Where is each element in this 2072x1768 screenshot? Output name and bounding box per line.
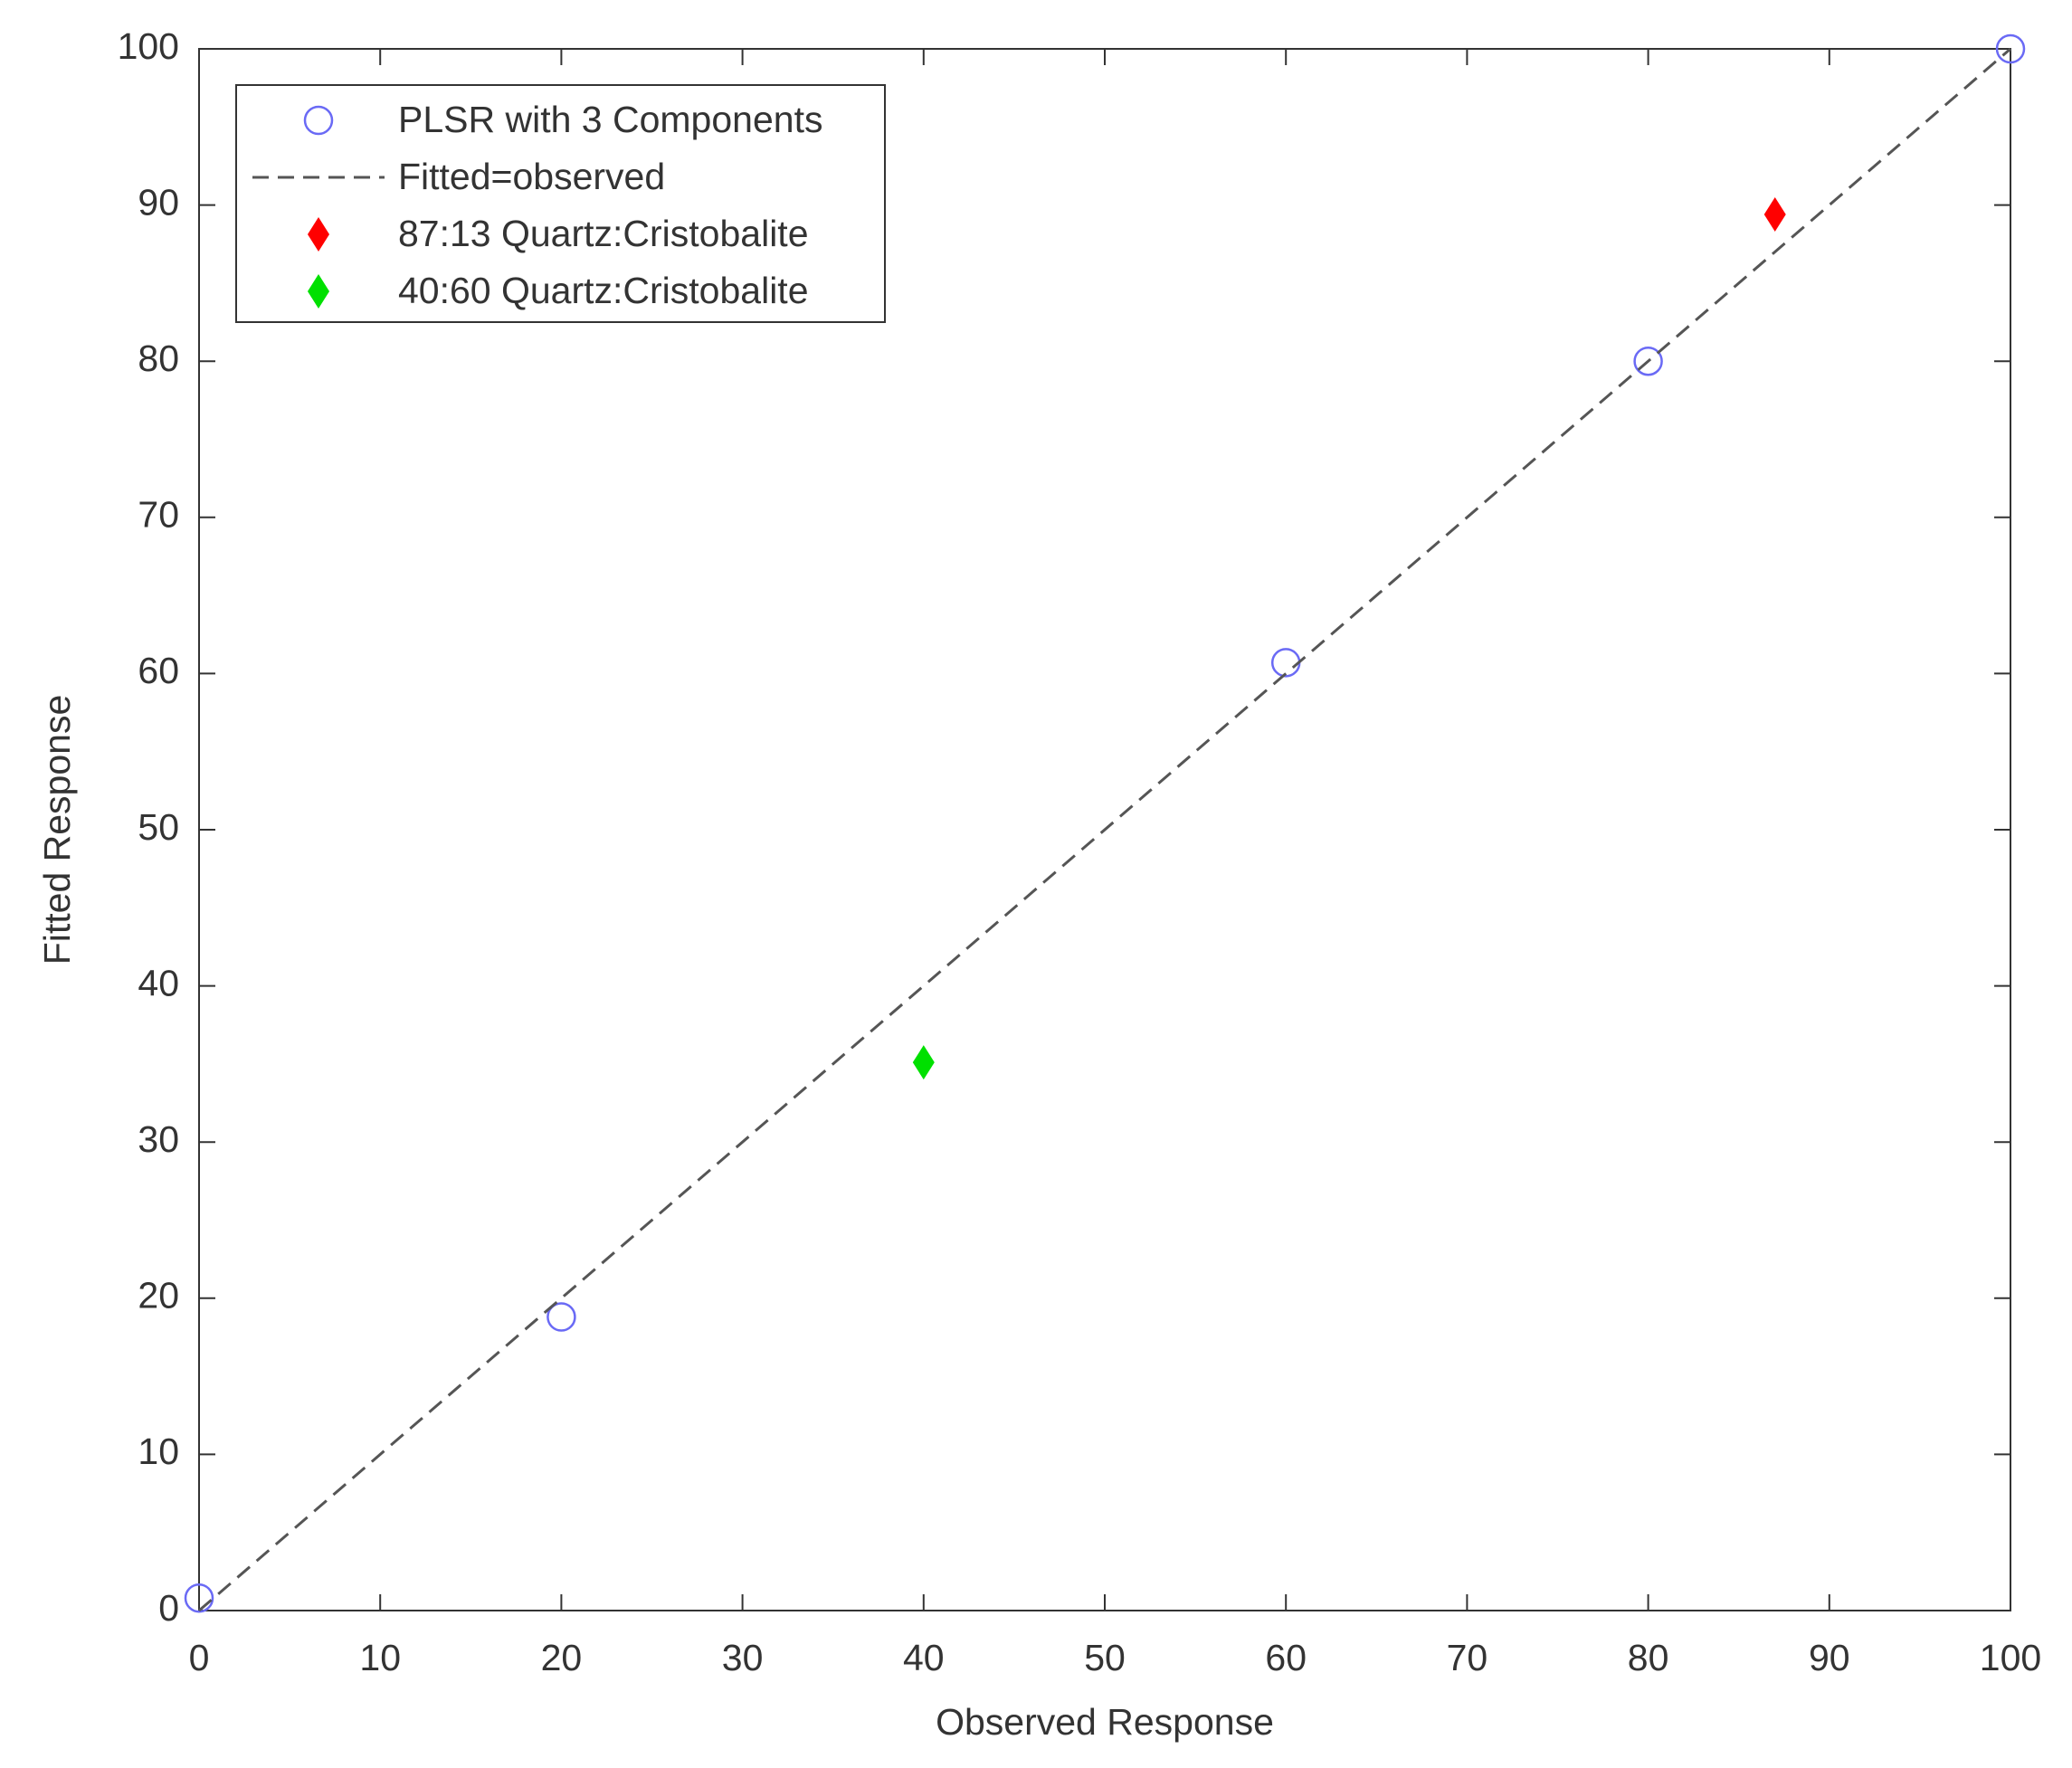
y-tick-label: 10 [138, 1431, 179, 1472]
x-tick-label: 0 [189, 1637, 210, 1678]
data-point [1633, 346, 1663, 376]
legend-label: 40:60 Quartz:Cristobalite [398, 270, 809, 311]
data-point [912, 1045, 935, 1080]
x-tick-label: 30 [722, 1637, 764, 1678]
data-point [547, 1302, 576, 1332]
x-tick-label: 90 [1809, 1637, 1850, 1678]
y-tick-label: 100 [118, 25, 179, 67]
legend-label: Fitted=observed [398, 156, 665, 197]
legend-label: 87:13 Quartz:Cristobalite [398, 213, 809, 254]
legend-marker [303, 105, 334, 136]
fit-line [198, 47, 2011, 1612]
x-tick-label: 70 [1447, 1637, 1488, 1678]
y-tick-label: 0 [158, 1587, 179, 1629]
data-point [1763, 196, 1786, 232]
y-tick-label: 40 [138, 962, 179, 1003]
y-tick-label: 60 [138, 650, 179, 691]
y-tick-label: 50 [138, 806, 179, 848]
x-tick-label: 100 [1980, 1637, 2041, 1678]
y-tick-label: 20 [138, 1275, 179, 1316]
y-tick-label: 80 [138, 337, 179, 379]
x-tick-label: 60 [1265, 1637, 1307, 1678]
y-tick-label: 90 [138, 181, 179, 223]
x-axis-title: Observed Response [936, 1701, 1274, 1743]
legend-label: PLSR with 3 Components [398, 99, 822, 140]
x-tick-label: 40 [903, 1637, 945, 1678]
legend-marker [308, 274, 329, 309]
data-point [1995, 33, 2026, 64]
legend-marker [308, 217, 329, 252]
x-tick-label: 20 [541, 1637, 583, 1678]
y-tick-label: 70 [138, 494, 179, 536]
y-axis-title: Fitted Response [36, 695, 78, 965]
data-point [184, 1583, 214, 1613]
x-tick-label: 50 [1084, 1637, 1126, 1678]
y-tick-label: 30 [138, 1118, 179, 1160]
legend-box [235, 84, 886, 323]
x-tick-label: 80 [1628, 1637, 1669, 1678]
x-tick-label: 10 [359, 1637, 401, 1678]
